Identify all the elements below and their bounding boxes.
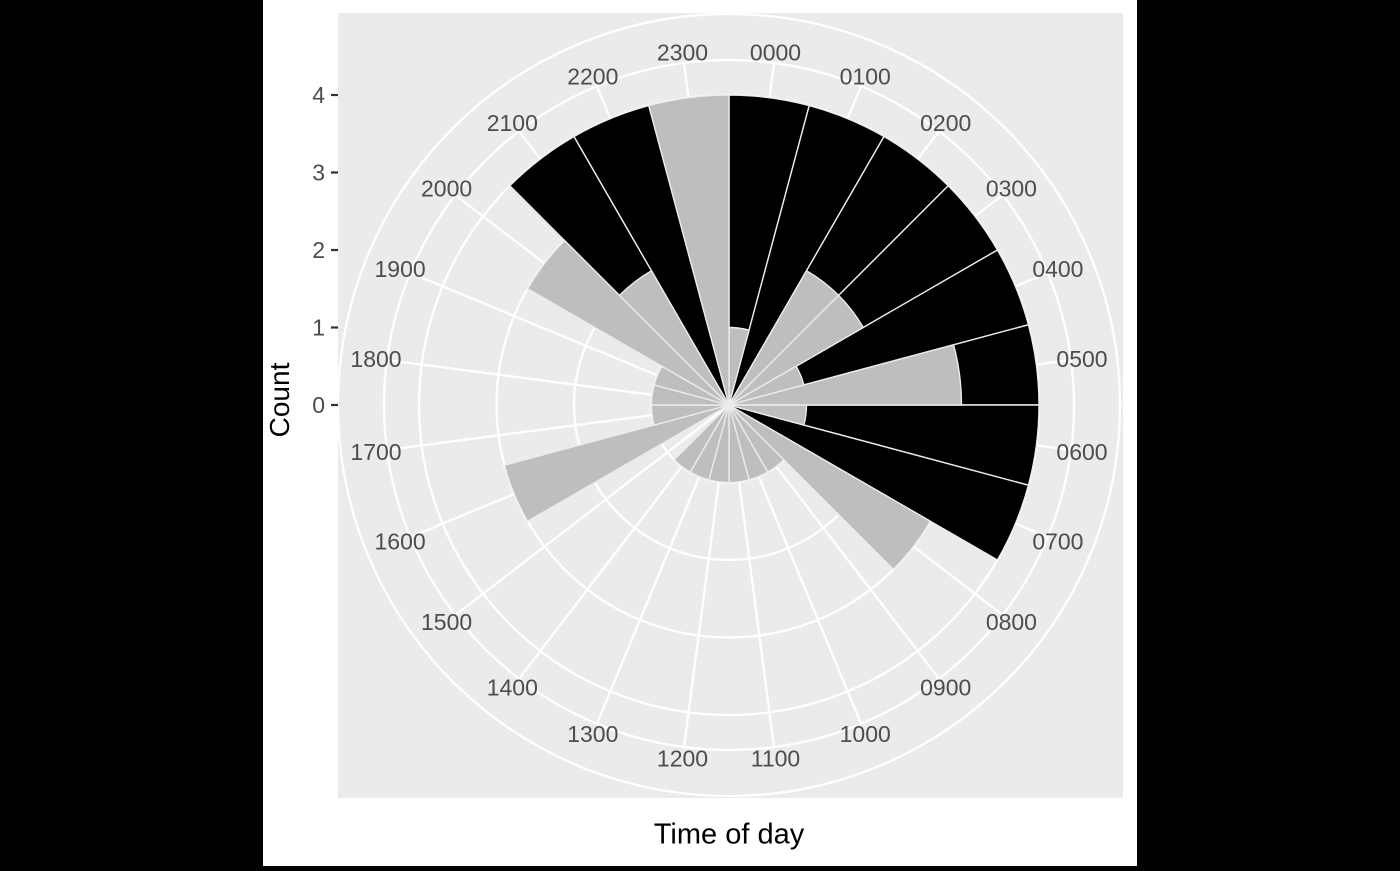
hour-label: 1800: [350, 346, 401, 372]
y-axis-label: 0: [312, 392, 325, 418]
hour-label: 1600: [375, 528, 426, 554]
hour-label: 2000: [421, 176, 472, 202]
hour-label: 0700: [1032, 528, 1083, 554]
hour-label: 1000: [840, 721, 891, 747]
polar-bar-grey-0300: [728, 294, 865, 406]
hour-label: 0400: [1032, 256, 1083, 282]
polar-bar-grey-2000: [526, 239, 730, 406]
hour-label: 0800: [986, 609, 1037, 635]
y-axis-label: 4: [312, 82, 325, 108]
polar-bar-grey-0600: [728, 404, 808, 426]
hour-label: 1300: [567, 721, 618, 747]
hour-label: 0300: [986, 176, 1037, 202]
radial-gridline: [454, 404, 730, 616]
hour-label: 1500: [421, 609, 472, 635]
plot-figure: 0000 0100 0200 0300 0400 0500 0600 0700 0800 0900…: [263, 0, 1137, 866]
hour-label: 1100: [751, 745, 800, 771]
y-axis-label: 2: [312, 237, 325, 263]
polar-bar-grey-1600: [503, 404, 730, 523]
chart-svg: 0000 0100 0200 0300 0400 0500 0600 0700 0800 0900…: [263, 0, 1137, 866]
x-axis-title: Time of day: [653, 818, 805, 851]
hour-label: 0600: [1056, 439, 1107, 465]
polar-bar-black-0700: [728, 404, 1030, 561]
polar-bar-grey-0800: [728, 404, 932, 571]
polar-bar-grey-1400: [673, 404, 730, 474]
hour-label: 0100: [840, 63, 891, 89]
panel-outer-circle: [382, 58, 1076, 752]
hour-label: 1700: [350, 439, 401, 465]
hour-label: 1200: [657, 745, 708, 771]
hour-label: 2100: [487, 110, 538, 136]
hour-label: 0500: [1056, 346, 1107, 372]
y-axis-label: 3: [312, 160, 325, 186]
y-axis-title: Count: [264, 362, 295, 438]
hour-label: 2200: [567, 63, 618, 89]
polar-bar-grey-2100: [618, 269, 730, 406]
hour-label: 0000: [750, 39, 801, 65]
hour-label: 1900: [375, 256, 426, 282]
hour-label: 2300: [657, 39, 708, 65]
y-axis-label: 1: [312, 315, 325, 341]
hour-label: 0200: [920, 110, 971, 136]
hour-label: 0900: [920, 675, 971, 701]
panel-outer-circle: [338, 13, 1122, 798]
polar-bar-grey-2300: [647, 94, 730, 406]
polar-bar-grey-0500: [728, 343, 963, 406]
hour-label: 1400: [487, 675, 538, 701]
